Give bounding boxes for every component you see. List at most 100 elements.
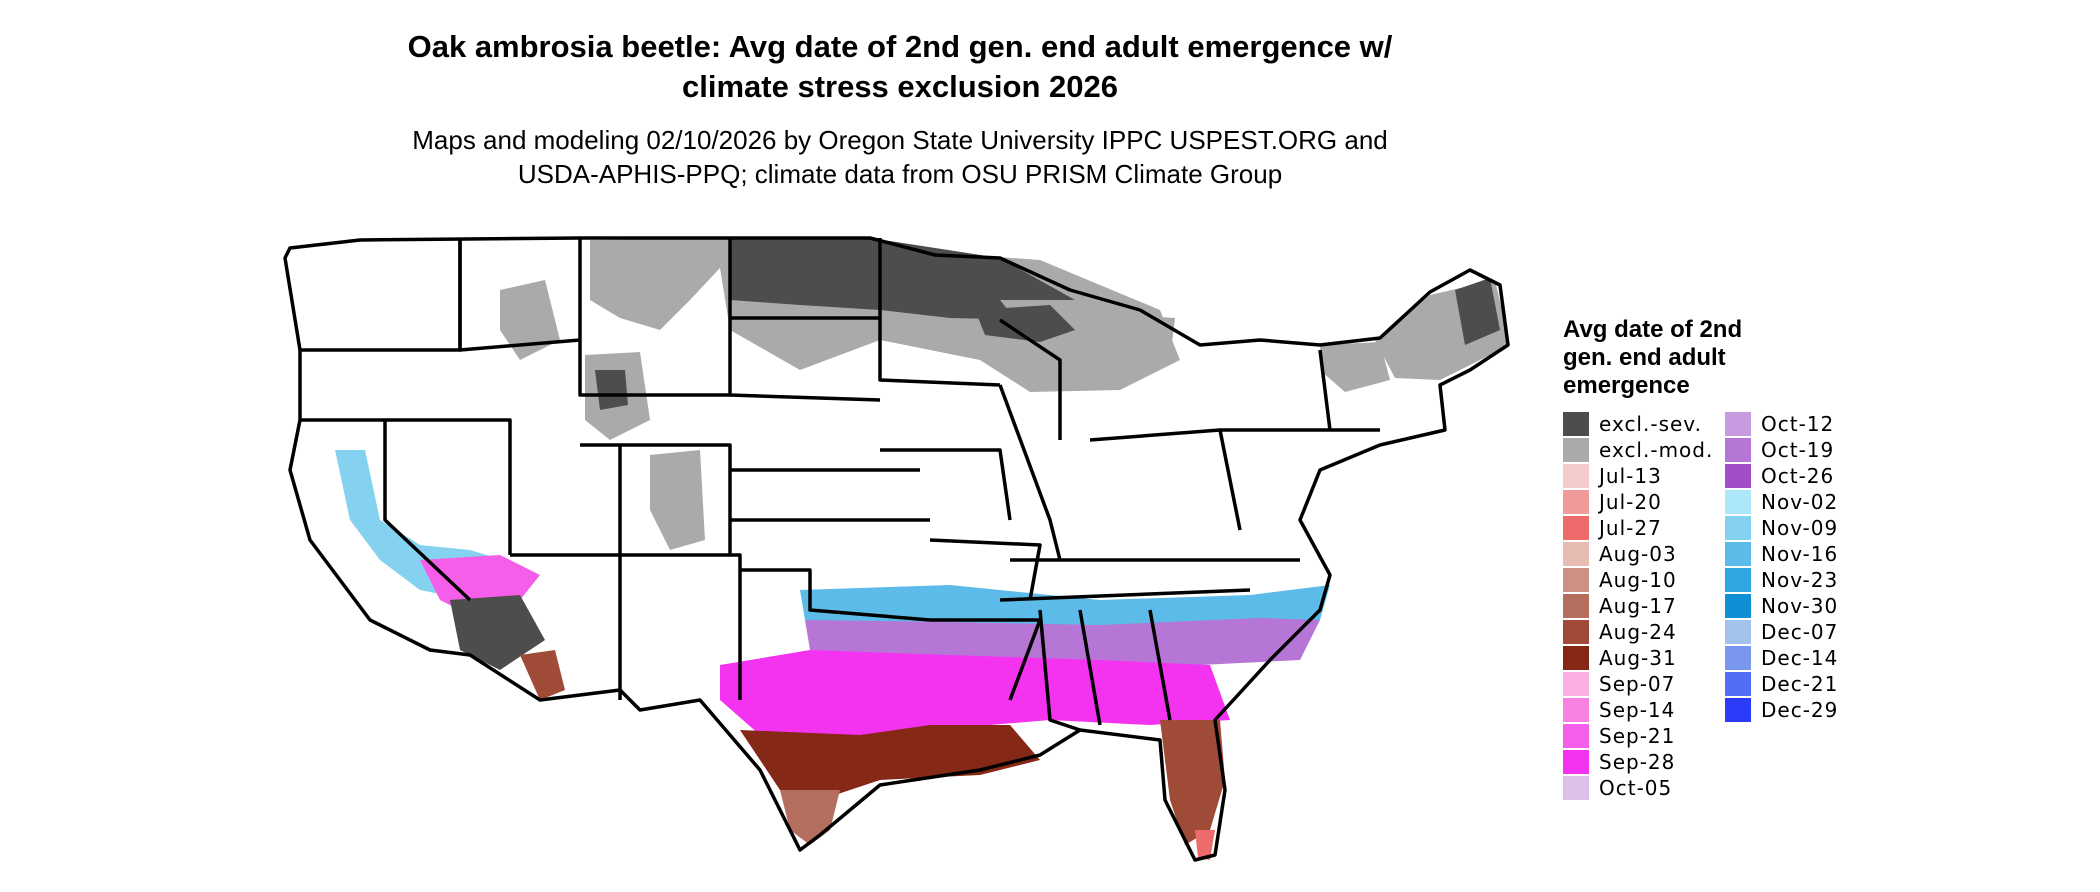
legend-item: Jul-13: [1563, 463, 1713, 489]
map-subtitle-line-2: USDA-APHIS-PPQ; climate data from OSU PR…: [517, 159, 1283, 189]
legend-label: Nov-16: [1761, 542, 1839, 566]
legend-item: Sep-07: [1563, 671, 1713, 697]
border-mt-wy: [578, 238, 730, 397]
legend-label: Oct-05: [1599, 776, 1673, 800]
legend-title-line: emergence: [1563, 372, 1690, 399]
legend-item: Dec-29: [1725, 697, 1838, 723]
legend-swatch: [1725, 412, 1751, 436]
legend-item: Dec-14: [1725, 645, 1838, 671]
legend-label: Oct-19: [1761, 438, 1835, 462]
legend-item: excl.-sev.: [1563, 411, 1713, 437]
legend-label: Sep-28: [1599, 750, 1676, 774]
legend-item: Aug-03: [1563, 541, 1713, 567]
legend-item: Dec-21: [1725, 671, 1838, 697]
legend-swatch: [1725, 490, 1751, 514]
legend-title-line: gen. end adult: [1563, 344, 1726, 371]
legend-swatch: [1563, 750, 1589, 774]
legend-item: Aug-31: [1563, 645, 1713, 671]
band-aug-southwest: [520, 650, 565, 700]
border-ok-tx: [740, 568, 931, 622]
legend-label: Nov-23: [1761, 568, 1839, 592]
legend-item: Aug-24: [1563, 619, 1713, 645]
legend-swatch: [1725, 620, 1751, 644]
exclusion-zones: [500, 238, 1510, 550]
legend-item: Aug-17: [1563, 593, 1713, 619]
map-title-line-2: climate stress exclusion 2026: [682, 69, 1118, 104]
border-ms-al: [1038, 609, 1081, 732]
excl-mod-idaho: [500, 280, 560, 360]
legend-swatch: [1563, 412, 1589, 436]
us-outline: [283, 236, 1510, 862]
band-aug-gulf: [740, 725, 1040, 800]
legend-label: Dec-14: [1761, 646, 1839, 670]
legend-swatch: [1563, 698, 1589, 722]
legend-swatch: [1563, 438, 1589, 462]
border-dakotas: [728, 238, 881, 402]
legend-swatch: [1563, 776, 1589, 800]
border-ia-mo: [880, 448, 1012, 521]
legend-swatch: [1725, 646, 1751, 670]
legend-item: Jul-27: [1563, 515, 1713, 541]
legend-swatch: [1563, 516, 1589, 540]
legend-label: Oct-26: [1761, 464, 1835, 488]
phenology-bands: [335, 450, 1330, 860]
legend-label: Nov-30: [1761, 594, 1839, 618]
border-il-in: [998, 384, 1062, 561]
excl-mod-michigan-north: [1130, 315, 1175, 365]
legend-item: excl.-mod.: [1563, 437, 1713, 463]
legend-item: Nov-30: [1725, 593, 1838, 619]
legend-swatch: [1725, 698, 1751, 722]
legend-label: Dec-29: [1761, 698, 1839, 722]
legend-swatch: [1725, 568, 1751, 592]
legend-swatch: [1563, 490, 1589, 514]
legend-item: Nov-09: [1725, 515, 1838, 541]
band-sep-south: [720, 650, 1230, 740]
legend-swatch: [1563, 620, 1589, 644]
border-id-mt: [458, 240, 581, 352]
legend-swatch: [1563, 464, 1589, 488]
border-nv-ut: [385, 418, 512, 555]
legend-item: Oct-19: [1725, 437, 1838, 463]
legend-swatch: [1563, 568, 1589, 592]
legend-item: Sep-21: [1563, 723, 1713, 749]
legend-label: Nov-02: [1761, 490, 1839, 514]
border-ca-nv: [300, 418, 472, 602]
legend-swatch: [1563, 724, 1589, 748]
excl-sev-maine: [1455, 278, 1500, 345]
legend-label: excl.-sev.: [1599, 412, 1702, 436]
border-ny: [1318, 349, 1332, 431]
legend-swatch: [1725, 438, 1751, 462]
band-aug-texas: [780, 790, 840, 845]
legend-swatch: [1725, 594, 1751, 618]
border-nw: [300, 240, 462, 352]
legend-label: Aug-10: [1599, 568, 1677, 592]
legend-item: Nov-23: [1725, 567, 1838, 593]
legend-item: Nov-16: [1725, 541, 1838, 567]
state-boundaries: [283, 236, 1510, 862]
legend-column-2: Oct-12 Oct-19 Oct-26 Nov-02 Nov-09 Nov-16 Nov-…: [1725, 411, 1838, 723]
legend-item: Sep-14: [1563, 697, 1713, 723]
band-sev-southwest: [450, 595, 545, 670]
legend-label: Dec-21: [1761, 672, 1839, 696]
excl-sev-upper-peninsula: [975, 305, 1075, 342]
excl-mod-colorado: [650, 450, 705, 550]
border-tn: [999, 588, 1251, 602]
legend-label: Jul-13: [1599, 464, 1662, 488]
legend-label: Jul-20: [1599, 490, 1662, 514]
legend-swatch: [1563, 594, 1589, 618]
legend-label: Jul-27: [1599, 516, 1662, 540]
band-aug-florida: [1160, 720, 1225, 845]
legend-label: Nov-09: [1761, 516, 1839, 540]
legend-swatch: [1563, 646, 1589, 670]
legend-swatch: [1725, 672, 1751, 696]
legend-item: Oct-26: [1725, 463, 1838, 489]
legend-column-1: excl.-sev. excl.-mod. Jul-13 Jul-20 Jul-27 Au…: [1563, 411, 1713, 801]
legend-swatch: [1725, 464, 1751, 488]
border-mn: [878, 238, 1001, 387]
legend-label: Sep-21: [1599, 724, 1676, 748]
legend-label: Sep-07: [1599, 672, 1676, 696]
band-jul-florida-tip: [1195, 830, 1215, 860]
border-al-ga: [1078, 609, 1102, 726]
legend-label: Dec-07: [1761, 620, 1839, 644]
